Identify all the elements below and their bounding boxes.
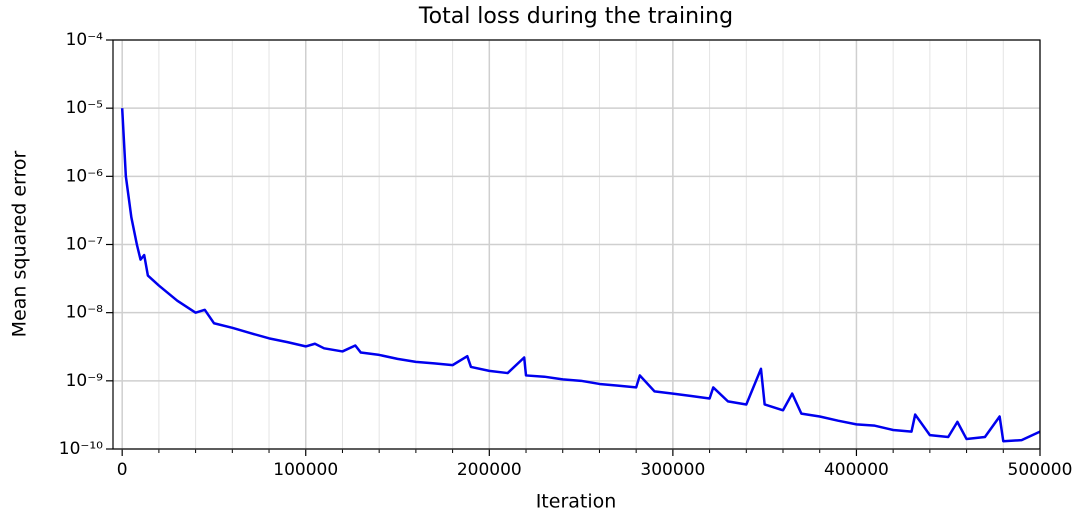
y-tick-label: 10⁻¹⁰: [59, 439, 103, 459]
y-tick-label: 10⁻⁸: [66, 303, 104, 323]
plot-frame: [112, 39, 1041, 450]
chart-title: Total loss during the training: [418, 4, 733, 29]
y-tick-label: 10⁻⁴: [66, 30, 104, 50]
x-tick-label: 100000: [273, 460, 338, 480]
x-axis-label: Iteration: [536, 491, 617, 513]
x-tick-label: 400000: [824, 460, 889, 480]
loss-line: [120, 108, 1040, 443]
y-tick-label: 10⁻⁹: [66, 371, 104, 391]
x-tick-label: 0: [117, 460, 128, 480]
x-tick-label: 200000: [457, 460, 522, 480]
y-axis-label: Mean squared error: [9, 150, 31, 337]
y-tick-label: 10⁻⁵: [66, 98, 103, 118]
y-tick-label: 10⁻⁷: [66, 235, 104, 255]
x-tick-label: 300000: [640, 460, 705, 480]
y-tick-label: 10⁻⁶: [66, 166, 104, 186]
x-tick-label: 500000: [1008, 460, 1073, 480]
